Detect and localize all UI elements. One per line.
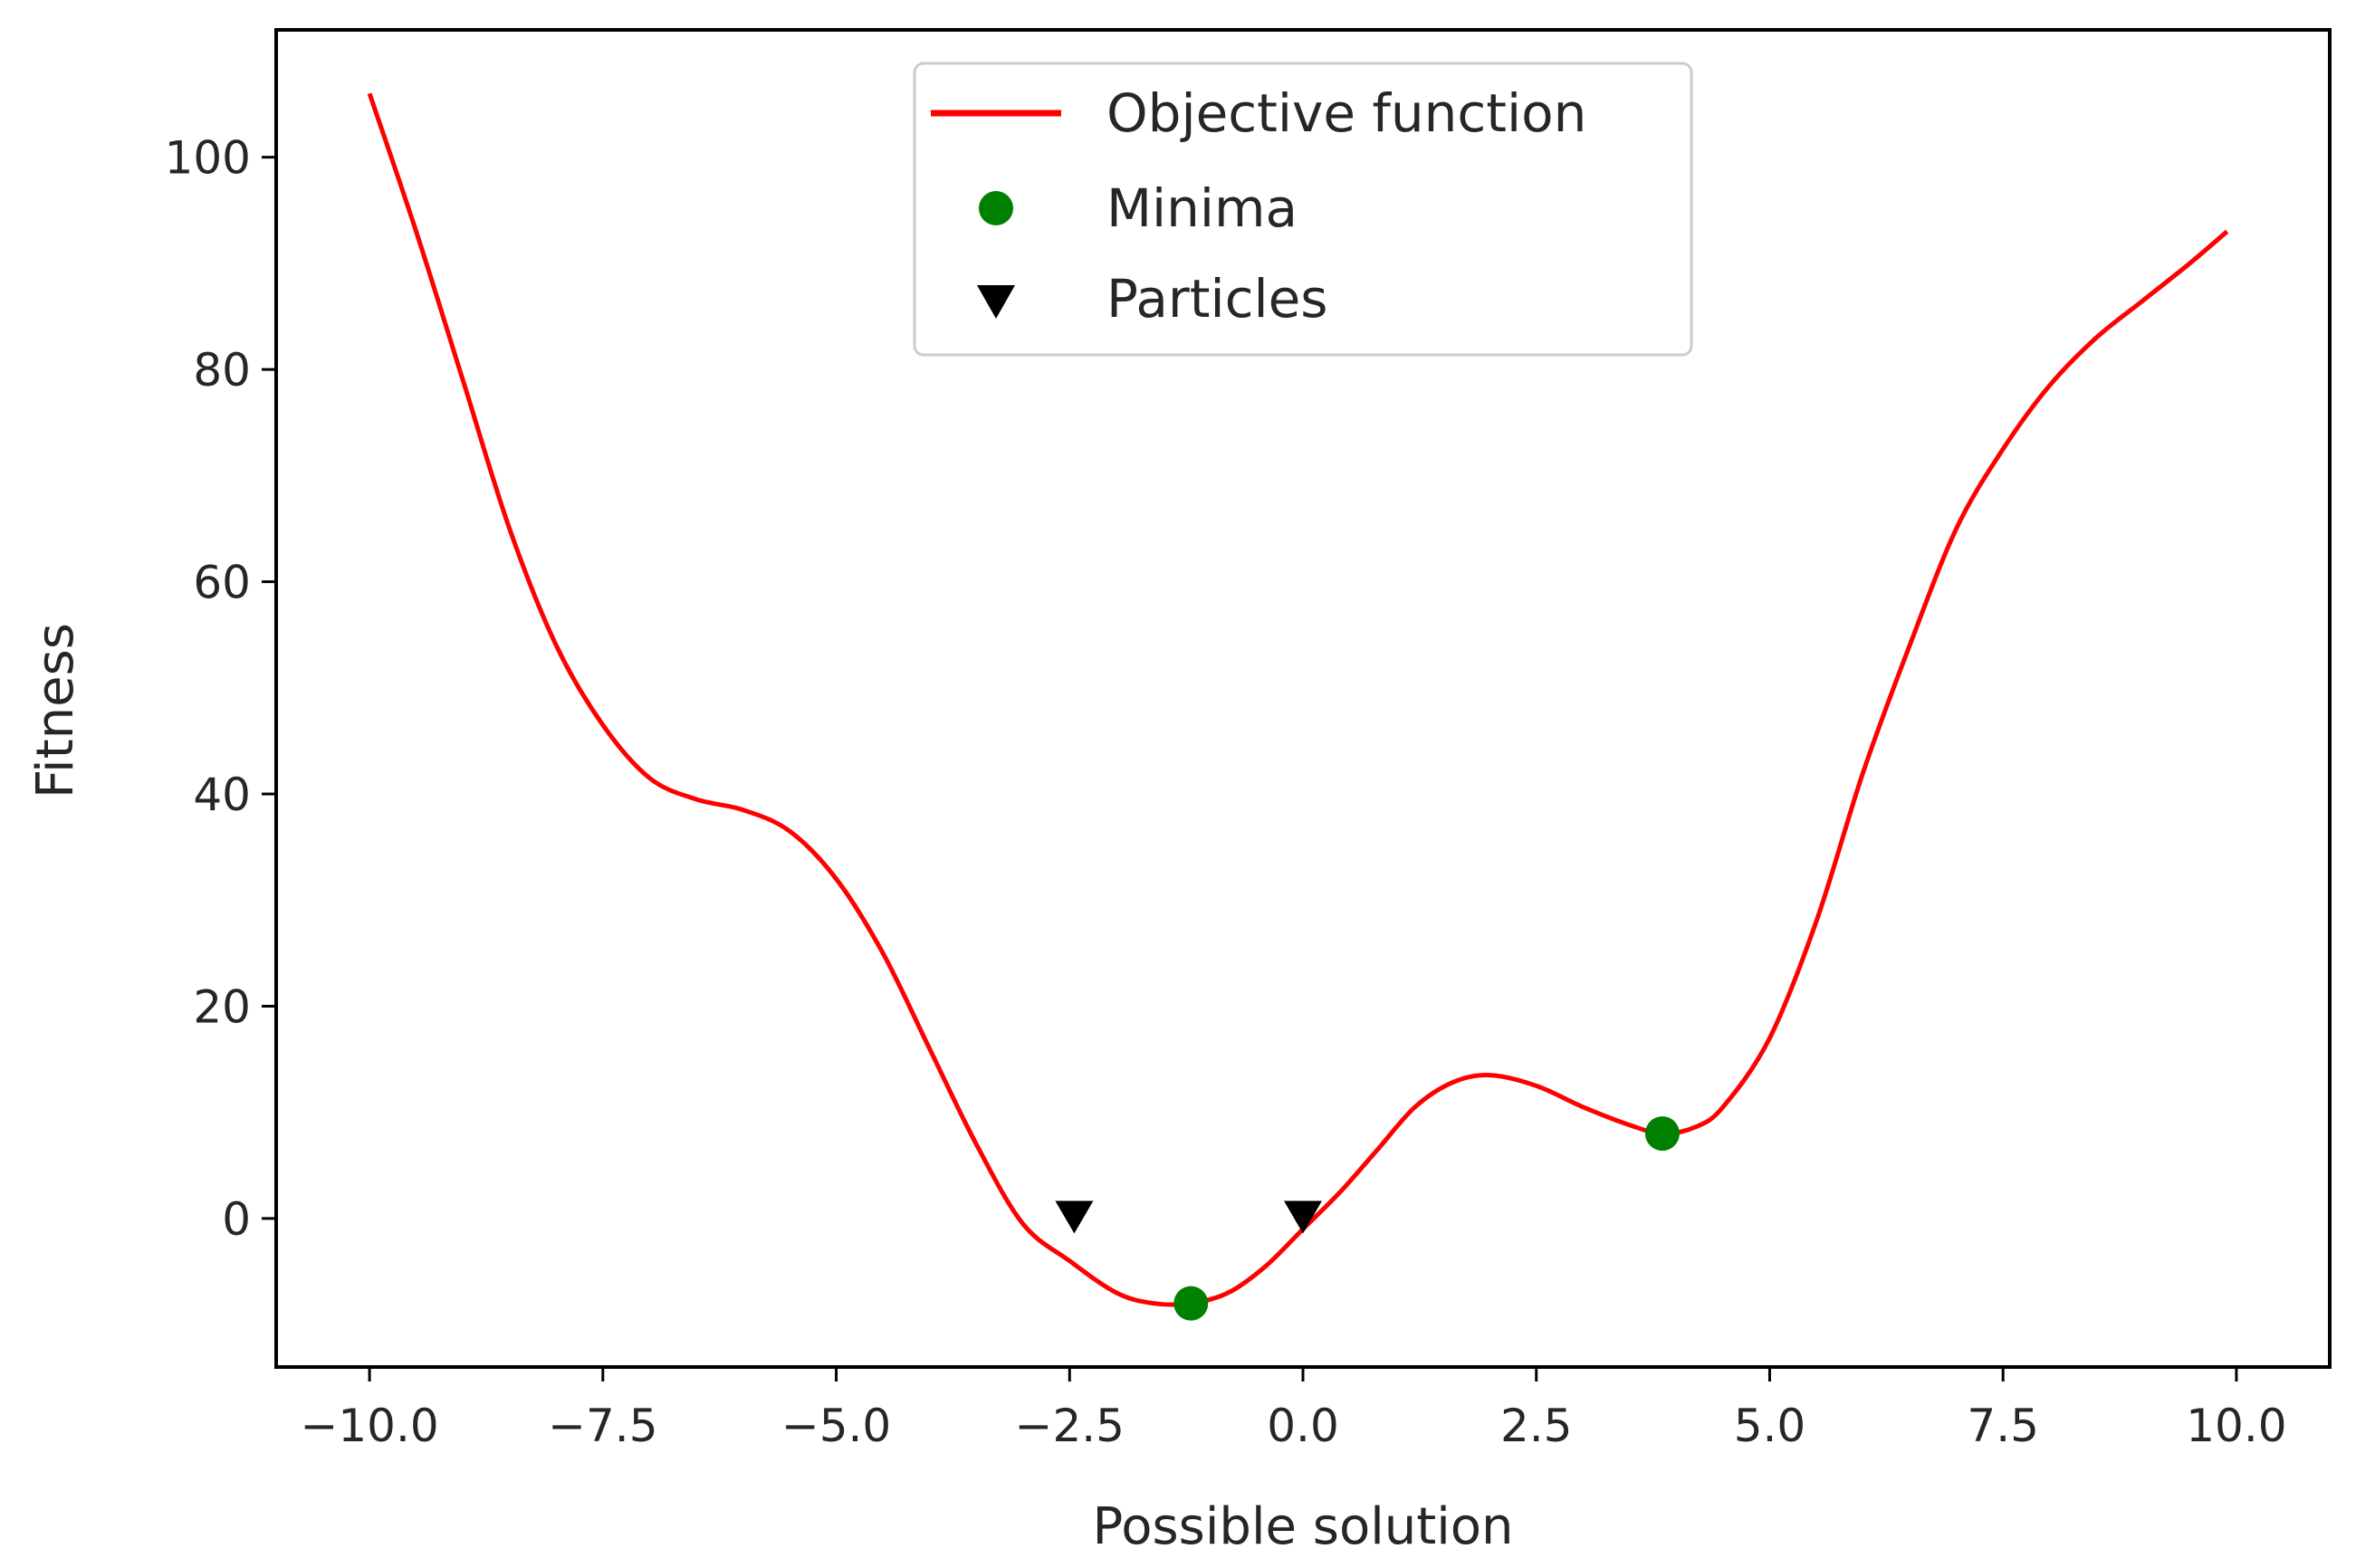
legend-label-minima: Minima: [1106, 177, 1298, 239]
marker-layer: [1055, 1116, 1680, 1321]
x-tick-label: −2.5: [1015, 1400, 1125, 1452]
minima-point: [1644, 1116, 1680, 1152]
legend: Objective function Minima Particles: [913, 62, 1693, 357]
legend-marker-minima: [979, 191, 1013, 225]
y-tick-label: 80: [193, 344, 251, 397]
x-tick-label: 5.0: [1734, 1400, 1806, 1452]
y-ticks: 0 20 40 60 80 100: [165, 132, 276, 1246]
y-tick-label: 0: [222, 1193, 251, 1246]
y-axis-label: Fitness: [26, 623, 85, 798]
x-tick-label: 0.0: [1267, 1400, 1339, 1452]
minima-point: [1173, 1286, 1209, 1321]
x-tick-label: −10.0: [300, 1400, 438, 1452]
y-tick-label: 20: [193, 980, 251, 1033]
x-tick-label: 2.5: [1500, 1400, 1573, 1452]
y-tick-label: 60: [193, 557, 251, 609]
y-tick-label: 100: [165, 132, 251, 185]
x-tick-label: 7.5: [1967, 1400, 2039, 1452]
x-tick-label: −5.0: [781, 1400, 891, 1452]
x-tick-label: −7.5: [548, 1400, 657, 1452]
x-axis-label: Possible solution: [1092, 1497, 1513, 1556]
particle-point: [1055, 1200, 1094, 1234]
legend-marker-particles: [977, 285, 1015, 319]
x-ticks: −10.0 −7.5 −5.0 −2.5 0.0 2.5 5.0 7.5 10.0: [300, 1367, 2287, 1452]
legend-label-objective: Objective function: [1106, 82, 1586, 144]
legend-label-particles: Particles: [1106, 268, 1328, 330]
legend-box: [913, 62, 1693, 357]
x-tick-label: 10.0: [2186, 1400, 2286, 1452]
particle-point: [1284, 1200, 1322, 1234]
y-tick-label: 40: [193, 769, 251, 821]
